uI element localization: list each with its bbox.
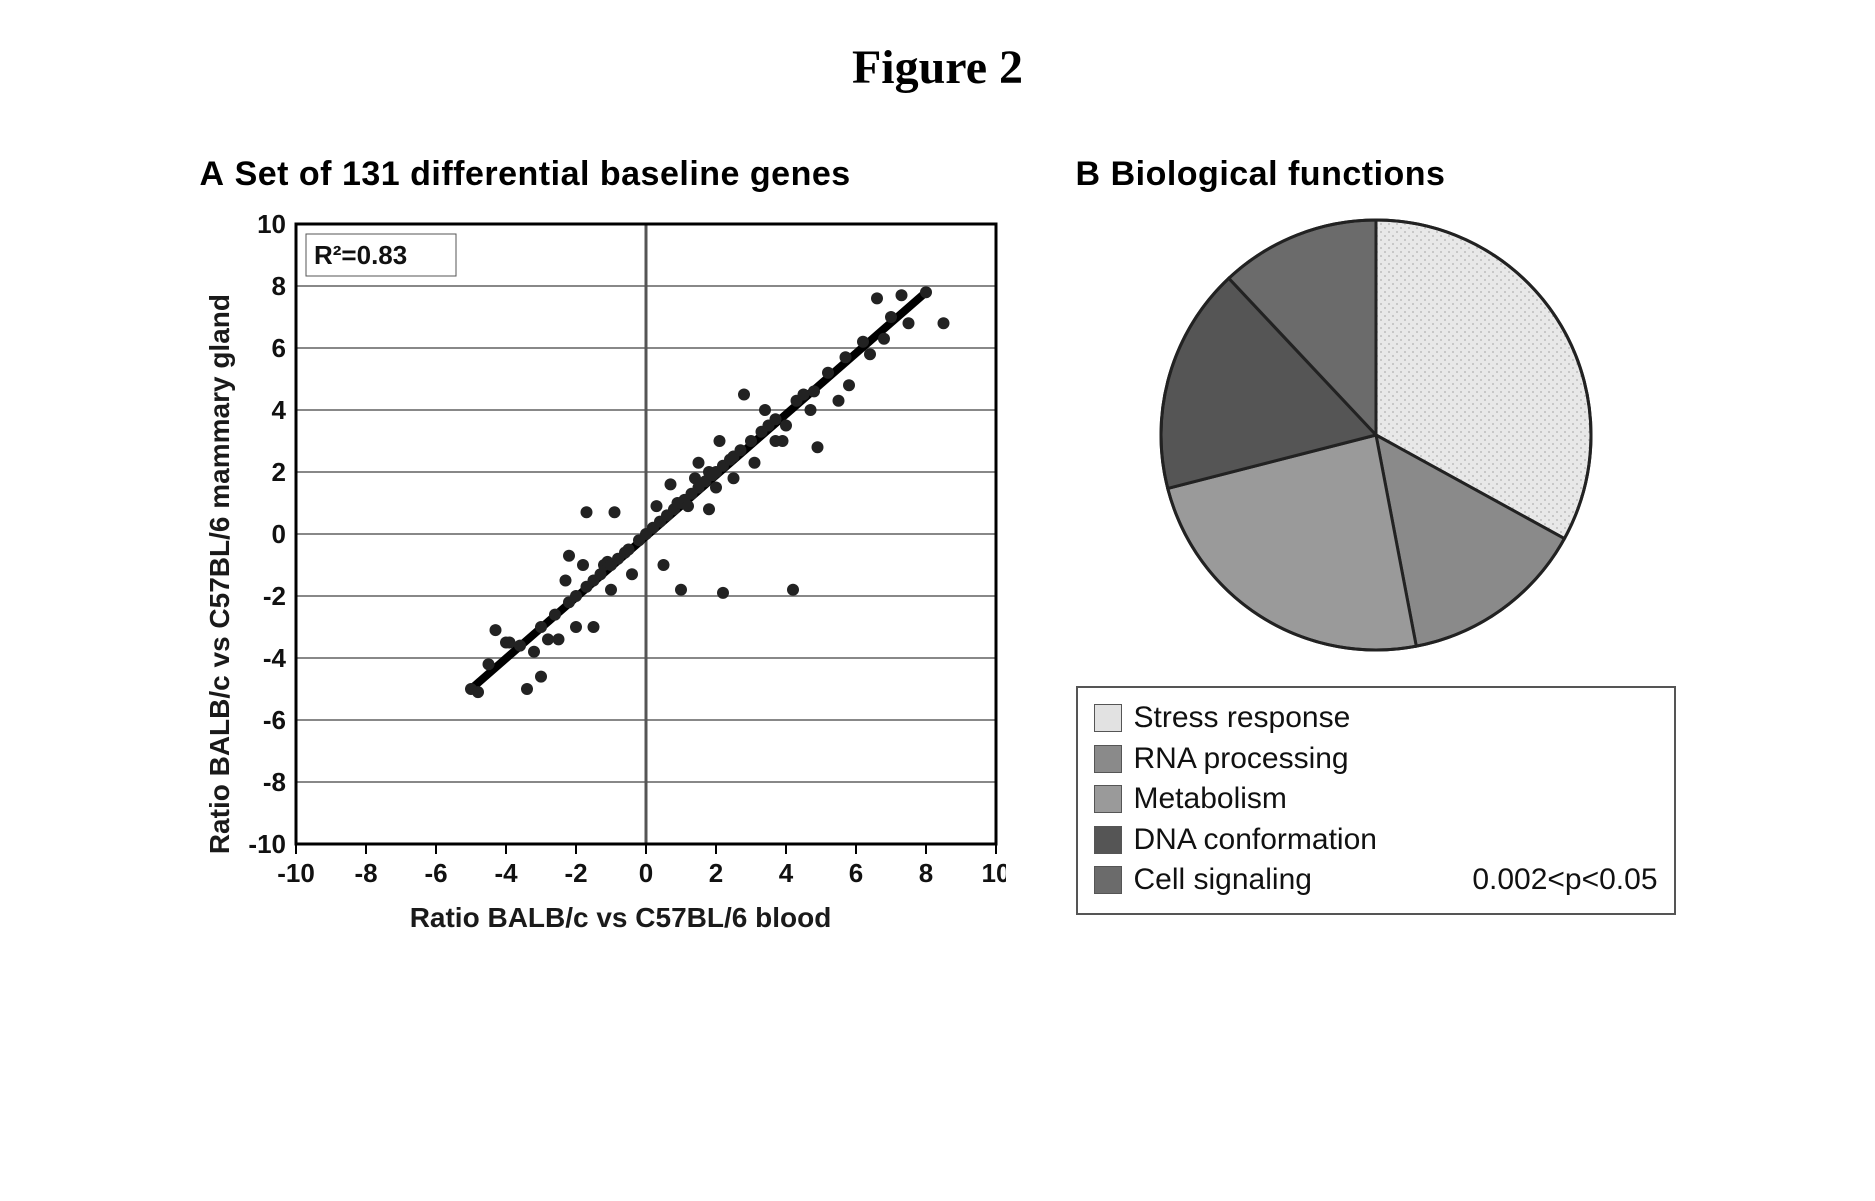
scatter-outer: Ratio BALB/c vs C57BL/6 mammary gland -1… [200, 214, 1006, 934]
svg-text:4: 4 [778, 858, 793, 888]
panel-b-letter: B [1076, 155, 1101, 193]
panel-a-letter: A [200, 155, 225, 193]
legend-swatch [1094, 745, 1122, 773]
panel-a: ASet of 131 differential baseline genes … [200, 155, 1006, 934]
svg-text:-10: -10 [248, 829, 286, 859]
svg-text:8: 8 [271, 271, 285, 301]
svg-text:10: 10 [981, 858, 1005, 888]
panel-b-title: B Biological functions [1076, 155, 1676, 194]
legend-label: Stress response [1134, 698, 1351, 739]
panel-a-title-text: Set of 131 differential baseline genes [235, 155, 851, 193]
svg-text:-2: -2 [564, 858, 587, 888]
pie-wrap: Stress responseRNA processingMetabolismD… [1076, 214, 1676, 915]
legend-label: Metabolism [1134, 779, 1287, 820]
svg-text:-2: -2 [262, 581, 285, 611]
legend-label: RNA processing [1134, 739, 1349, 780]
svg-text:-6: -6 [424, 858, 447, 888]
panel-b: B Biological functions Stress responseRNA… [1076, 155, 1676, 915]
svg-text:6: 6 [271, 333, 285, 363]
svg-text:-8: -8 [354, 858, 377, 888]
legend-box: Stress responseRNA processingMetabolismD… [1076, 686, 1676, 915]
svg-text:-6: -6 [262, 705, 285, 735]
svg-text:-10: -10 [277, 858, 315, 888]
legend-row: RNA processing [1094, 739, 1658, 780]
x-axis-label: Ratio BALB/c vs C57BL/6 blood [236, 902, 1006, 934]
legend-swatch [1094, 826, 1122, 854]
scatter-inner: -10 -8 -6 -4 -2 0 2 4 6 8 10 -10 -8 -6 -4 -2 0 2 4 6 8 10 R²=0… [236, 214, 1006, 934]
svg-text:2: 2 [708, 858, 722, 888]
svg-text:-4: -4 [494, 858, 518, 888]
legend-label: Cell signaling [1134, 860, 1312, 901]
svg-text:10: 10 [257, 214, 286, 239]
svg-text:8: 8 [918, 858, 932, 888]
svg-text:0: 0 [638, 858, 652, 888]
panel-b-title-text: Biological functions [1111, 155, 1446, 193]
pie-chart [1155, 214, 1597, 656]
svg-text:2: 2 [271, 457, 285, 487]
legend-swatch [1094, 704, 1122, 732]
scatter-plot: -10 -8 -6 -4 -2 0 2 4 6 8 10 -10 -8 -6 -4 -2 0 2 4 6 8 10 R²=0… [236, 214, 1006, 894]
legend-p-value: 0.002<p<0.05 [1472, 860, 1657, 901]
legend-row: Stress response [1094, 698, 1658, 739]
legend-row: Cell signaling 0.002<p<0.05 [1094, 860, 1658, 901]
y-axis-label: Ratio BALB/c vs C57BL/6 mammary gland [200, 294, 236, 854]
svg-text:-8: -8 [262, 767, 285, 797]
figure-title: Figure 2 [40, 40, 1835, 95]
svg-text:6: 6 [848, 858, 862, 888]
svg-text:0: 0 [271, 519, 285, 549]
legend-label: DNA conformation [1134, 820, 1377, 861]
svg-text:4: 4 [271, 395, 286, 425]
svg-text:R²=0.83: R²=0.83 [314, 240, 407, 270]
legend-row: Metabolism [1094, 779, 1658, 820]
legend-swatch [1094, 785, 1122, 813]
panels-row: ASet of 131 differential baseline genes … [40, 155, 1835, 934]
svg-text:-4: -4 [262, 643, 286, 673]
legend-swatch [1094, 866, 1122, 894]
panel-a-title: A Set of 131 differential baseline genes [200, 155, 1006, 194]
figure-container: Figure 2 A Set of 131 differential baseli… [40, 40, 1835, 934]
legend-row: DNA conformation [1094, 820, 1658, 861]
